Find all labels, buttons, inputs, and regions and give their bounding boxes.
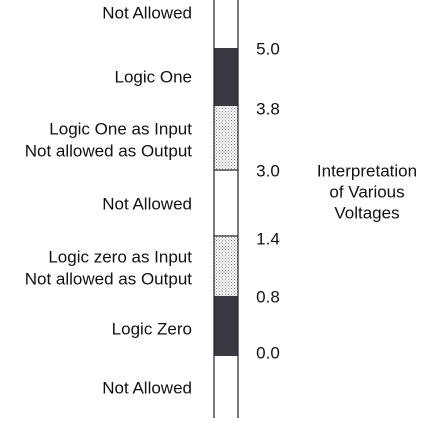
voltage-label: 1.4 [256,229,280,248]
region-label: Logic One [115,67,193,86]
caption: Interpretation [317,161,417,180]
region-label: Logic zero as Input [48,247,192,266]
logic-one-input-band [214,106,238,170]
voltage-label: 0.8 [256,287,280,306]
caption: of Various [329,182,404,201]
caption: Voltages [334,203,399,222]
voltage-label: 3.0 [256,161,280,180]
voltage-column [213,0,239,418]
voltage-label: 0.0 [256,343,280,362]
logic-zero-input-band [214,236,238,296]
region-label: Not Allowed [102,378,192,397]
region-label: Not Allowed [102,3,192,22]
labels: Not Allowed Logic One Logic One as Input No… [25,3,417,397]
voltage-label: 3.8 [256,99,280,118]
logic-zero-band [214,296,238,356]
voltage-label: 5.0 [256,39,280,58]
region-label: Logic One as Input [49,119,192,138]
region-label: Not Allowed [102,194,192,213]
logic-one-band [214,48,238,106]
region-label: Logic Zero [112,319,192,338]
region-label: Not allowed as Output [25,269,193,288]
region-label: Not allowed as Output [25,141,193,160]
